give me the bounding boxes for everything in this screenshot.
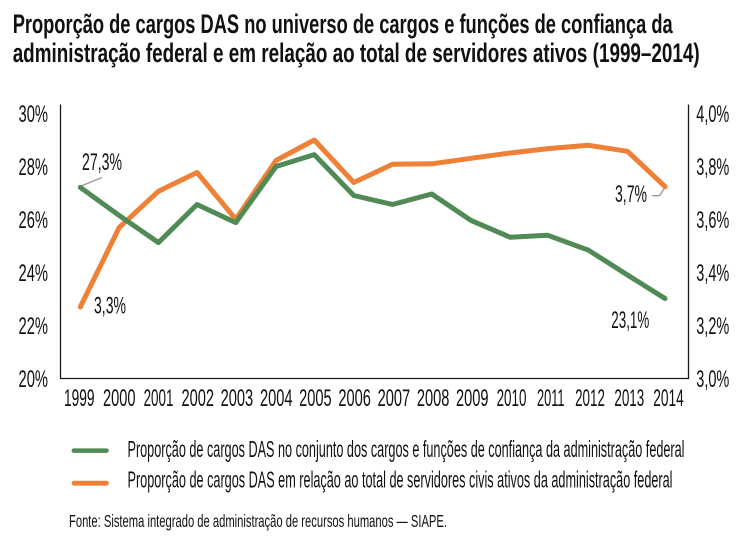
svg-text:26%: 26% — [19, 207, 49, 234]
svg-text:2007: 2007 — [378, 385, 411, 412]
svg-text:2013: 2013 — [614, 385, 644, 412]
svg-text:2001: 2001 — [144, 385, 174, 412]
svg-text:27,3%: 27,3% — [82, 149, 122, 176]
svg-text:3,3%: 3,3% — [94, 292, 126, 319]
svg-text:administração federal e em rel: administração federal e em relação ao to… — [13, 38, 700, 68]
svg-text:Proporção de cargos DAS no con: Proporção de cargos DAS no conjunto dos … — [128, 436, 685, 462]
svg-text:23,1%: 23,1% — [611, 307, 649, 334]
svg-text:2011: 2011 — [537, 385, 565, 412]
svg-text:1999: 1999 — [64, 385, 95, 412]
svg-text:2006: 2006 — [338, 385, 371, 412]
svg-text:Fonte: Sistema integrado de ad: Fonte: Sistema integrado de administraçã… — [69, 511, 447, 531]
svg-text:3,0%: 3,0% — [696, 366, 729, 393]
svg-text:2005: 2005 — [299, 385, 332, 412]
svg-text:24%: 24% — [19, 260, 49, 287]
svg-text:20%: 20% — [19, 366, 49, 393]
svg-text:Proporção de cargos DAS em rel: Proporção de cargos DAS em relação ao to… — [128, 467, 673, 493]
svg-text:2010: 2010 — [497, 385, 527, 412]
svg-text:3,7%: 3,7% — [615, 181, 647, 208]
svg-text:2012: 2012 — [575, 385, 605, 412]
svg-text:2002: 2002 — [181, 385, 214, 412]
svg-text:3,2%: 3,2% — [696, 313, 729, 340]
svg-text:Proporção de cargos DAS no uni: Proporção de cargos DAS no universo de c… — [13, 9, 673, 39]
svg-text:2014: 2014 — [653, 385, 684, 412]
svg-text:3,4%: 3,4% — [696, 260, 729, 287]
svg-text:2003: 2003 — [221, 385, 254, 412]
svg-text:2008: 2008 — [417, 385, 450, 412]
svg-text:2009: 2009 — [456, 385, 489, 412]
svg-text:4,0%: 4,0% — [696, 101, 729, 128]
svg-text:22%: 22% — [19, 313, 49, 340]
svg-text:2000: 2000 — [103, 385, 136, 412]
svg-text:3,8%: 3,8% — [696, 154, 729, 181]
svg-text:3,6%: 3,6% — [696, 207, 729, 234]
svg-text:30%: 30% — [19, 101, 49, 128]
svg-text:2004: 2004 — [260, 385, 293, 412]
svg-text:28%: 28% — [19, 154, 49, 181]
